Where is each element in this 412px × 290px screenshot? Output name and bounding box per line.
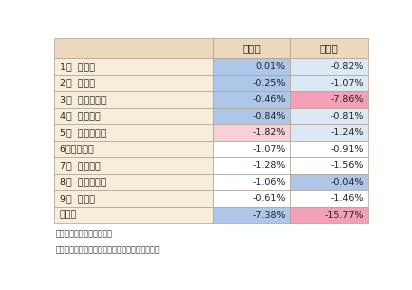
FancyBboxPatch shape — [290, 75, 368, 91]
FancyBboxPatch shape — [290, 191, 368, 207]
FancyBboxPatch shape — [213, 174, 290, 191]
FancyBboxPatch shape — [54, 157, 213, 174]
Text: -7.86%: -7.86% — [330, 95, 363, 104]
Text: 7．  電気機器: 7． 電気機器 — [60, 161, 101, 170]
FancyBboxPatch shape — [213, 58, 290, 75]
FancyBboxPatch shape — [290, 174, 368, 191]
Text: -0.84%: -0.84% — [252, 112, 286, 121]
FancyBboxPatch shape — [290, 58, 368, 75]
FancyBboxPatch shape — [213, 108, 290, 124]
Text: 全品目: 全品目 — [60, 211, 77, 220]
FancyBboxPatch shape — [290, 207, 368, 224]
FancyBboxPatch shape — [54, 108, 213, 124]
Text: 4．  化学製品: 4． 化学製品 — [60, 112, 101, 121]
FancyBboxPatch shape — [54, 174, 213, 191]
FancyBboxPatch shape — [213, 207, 290, 224]
Text: -0.46%: -0.46% — [252, 95, 286, 104]
FancyBboxPatch shape — [54, 38, 213, 58]
FancyBboxPatch shape — [290, 108, 368, 124]
Text: -1.07%: -1.07% — [252, 145, 286, 154]
FancyBboxPatch shape — [54, 75, 213, 91]
Text: 輸出額: 輸出額 — [242, 43, 261, 53]
FancyBboxPatch shape — [54, 58, 213, 75]
Text: -0.82%: -0.82% — [330, 62, 363, 71]
FancyBboxPatch shape — [54, 91, 213, 108]
FancyBboxPatch shape — [213, 124, 290, 141]
FancyBboxPatch shape — [213, 75, 290, 91]
Text: -0.91%: -0.91% — [330, 145, 363, 154]
Text: 6．一般機械: 6．一般機械 — [60, 145, 94, 154]
FancyBboxPatch shape — [213, 38, 290, 58]
FancyBboxPatch shape — [290, 141, 368, 157]
Text: 0.01%: 0.01% — [255, 62, 286, 71]
Text: 2．  原料品: 2． 原料品 — [60, 79, 95, 88]
FancyBboxPatch shape — [290, 157, 368, 174]
FancyBboxPatch shape — [213, 157, 290, 174]
FancyBboxPatch shape — [54, 141, 213, 157]
FancyBboxPatch shape — [54, 207, 213, 224]
FancyBboxPatch shape — [213, 91, 290, 108]
Text: 備考：伸び率は対前年比。: 備考：伸び率は対前年比。 — [56, 229, 112, 238]
Text: 資料：財務省「貿易統計」から経済産業省作成。: 資料：財務省「貿易統計」から経済産業省作成。 — [56, 246, 160, 255]
Text: 5．  原料別製品: 5． 原料別製品 — [60, 128, 106, 137]
Text: 9．  その他: 9． その他 — [60, 194, 95, 203]
Text: -1.06%: -1.06% — [252, 178, 286, 187]
Text: -1.24%: -1.24% — [330, 128, 363, 137]
Text: -1.07%: -1.07% — [330, 79, 363, 88]
FancyBboxPatch shape — [213, 191, 290, 207]
Text: 輸入額: 輸入額 — [320, 43, 339, 53]
Text: -1.82%: -1.82% — [252, 128, 286, 137]
Text: -1.28%: -1.28% — [252, 161, 286, 170]
FancyBboxPatch shape — [54, 124, 213, 141]
Text: -0.81%: -0.81% — [330, 112, 363, 121]
Text: -0.04%: -0.04% — [330, 178, 363, 187]
Text: 1．  食料品: 1． 食料品 — [60, 62, 95, 71]
Text: 3．  鉱物性燃料: 3． 鉱物性燃料 — [60, 95, 106, 104]
FancyBboxPatch shape — [290, 38, 368, 58]
FancyBboxPatch shape — [54, 191, 213, 207]
FancyBboxPatch shape — [290, 124, 368, 141]
Text: -0.25%: -0.25% — [252, 79, 286, 88]
Text: -15.77%: -15.77% — [324, 211, 363, 220]
FancyBboxPatch shape — [213, 141, 290, 157]
Text: -7.38%: -7.38% — [252, 211, 286, 220]
Text: 8．  輸送用機器: 8． 輸送用機器 — [60, 178, 106, 187]
Text: -0.61%: -0.61% — [252, 194, 286, 203]
Text: -1.56%: -1.56% — [330, 161, 363, 170]
Text: -1.46%: -1.46% — [330, 194, 363, 203]
FancyBboxPatch shape — [290, 91, 368, 108]
